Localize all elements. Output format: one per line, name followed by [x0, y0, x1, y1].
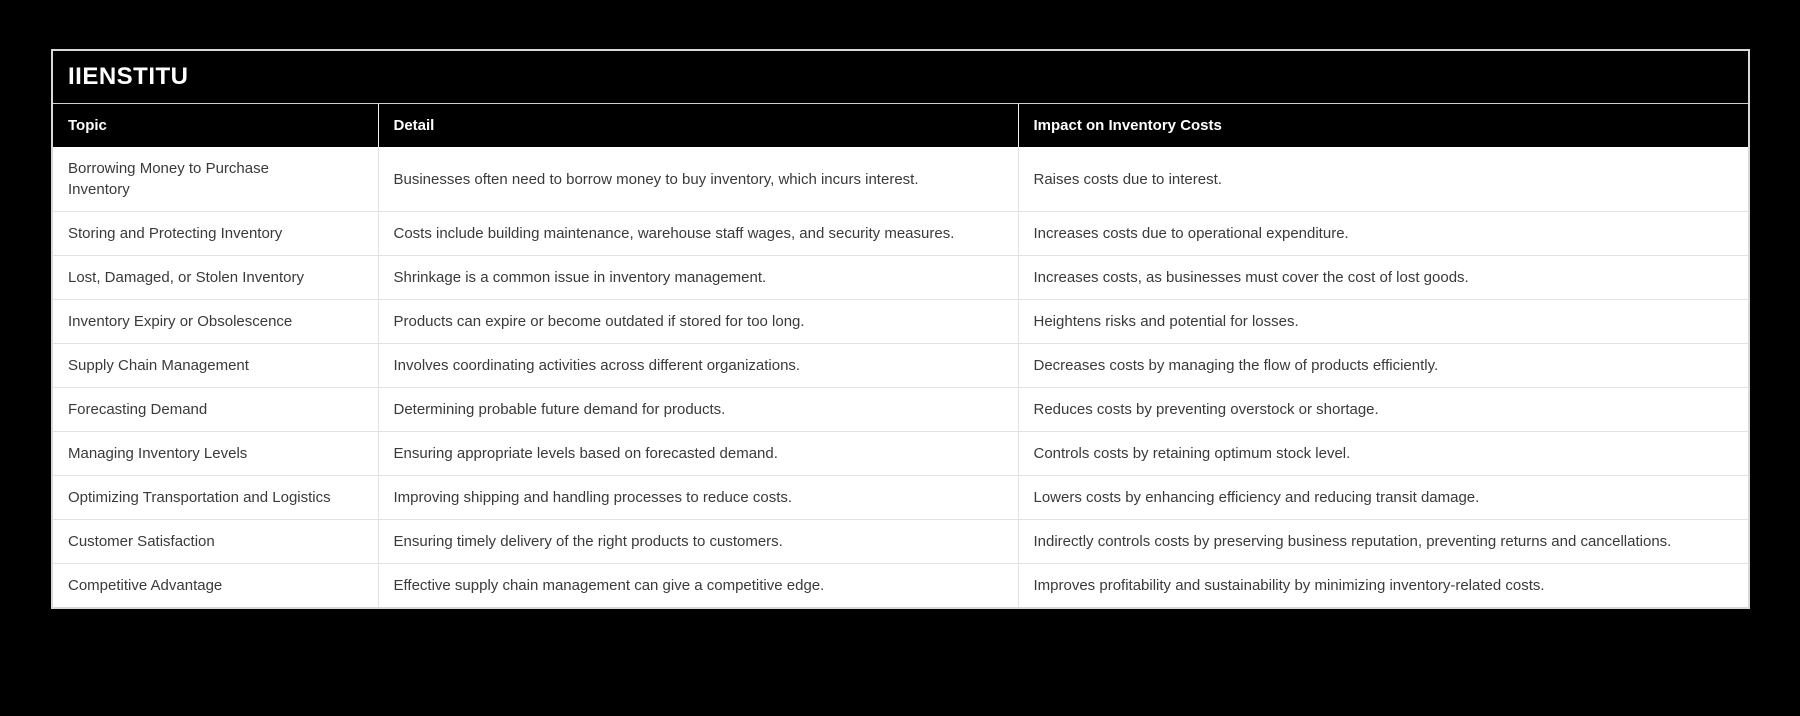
- cell-detail: Shrinkage is a common issue in inventory…: [377, 255, 1018, 300]
- column-header-impact: Impact on Inventory Costs: [1017, 104, 1748, 147]
- table-row: Customer Satisfaction Ensuring timely de…: [53, 519, 1748, 564]
- cell-detail: Costs include building maintenance, ware…: [377, 211, 1018, 256]
- table-row: Optimizing Transportation and Logistics …: [53, 475, 1748, 520]
- table-row: Supply Chain Management Involves coordin…: [53, 343, 1748, 388]
- cell-impact: Increases costs due to operational expen…: [1017, 211, 1748, 256]
- cell-impact: Lowers costs by enhancing efficiency and…: [1017, 475, 1748, 520]
- cell-topic: Supply Chain Management: [53, 343, 378, 388]
- table-row: Competitive Advantage Effective supply c…: [53, 563, 1748, 607]
- page-title: IIENSTITU: [68, 63, 189, 90]
- table-row: Storing and Protecting Inventory Costs i…: [53, 211, 1748, 256]
- table-body: Borrowing Money to Purchase Inventory Bu…: [53, 147, 1748, 607]
- table-row: Inventory Expiry or Obsolescence Product…: [53, 299, 1748, 344]
- cell-impact: Decreases costs by managing the flow of …: [1017, 343, 1748, 388]
- cell-topic: Storing and Protecting Inventory: [53, 211, 378, 256]
- table-card: IIENSTITU Topic Detail Impact on Invento…: [51, 49, 1750, 609]
- cell-impact: Reduces costs by preventing overstock or…: [1017, 387, 1748, 432]
- cell-topic: Competitive Advantage: [53, 563, 378, 607]
- table-row: Managing Inventory Levels Ensuring appro…: [53, 431, 1748, 476]
- cell-detail: Effective supply chain management can gi…: [377, 563, 1018, 607]
- inventory-costs-table: Topic Detail Impact on Inventory Costs B…: [53, 104, 1748, 607]
- title-bar: IIENSTITU: [53, 51, 1748, 104]
- cell-detail: Improving shipping and handling processe…: [377, 475, 1018, 520]
- table-header: Topic Detail Impact on Inventory Costs: [53, 104, 1748, 147]
- cell-detail: Products can expire or become outdated i…: [377, 299, 1018, 344]
- cell-detail: Ensuring appropriate levels based on for…: [377, 431, 1018, 476]
- table-row: Forecasting Demand Determining probable …: [53, 387, 1748, 432]
- table-row: Lost, Damaged, or Stolen Inventory Shrin…: [53, 255, 1748, 300]
- cell-topic: Borrowing Money to Purchase Inventory: [53, 147, 378, 212]
- cell-detail: Ensuring timely delivery of the right pr…: [377, 519, 1018, 564]
- column-header-detail: Detail: [377, 104, 1018, 147]
- cell-topic: Optimizing Transportation and Logistics: [53, 475, 378, 520]
- cell-topic: Managing Inventory Levels: [53, 431, 378, 476]
- cell-topic: Inventory Expiry or Obsolescence: [53, 299, 378, 344]
- table-row: Borrowing Money to Purchase Inventory Bu…: [53, 147, 1748, 212]
- cell-impact: Indirectly controls costs by preserving …: [1017, 519, 1748, 564]
- cell-detail: Involves coordinating activities across …: [377, 343, 1018, 388]
- cell-impact: Raises costs due to interest.: [1017, 147, 1748, 212]
- cell-detail: Businesses often need to borrow money to…: [377, 147, 1018, 212]
- cell-impact: Controls costs by retaining optimum stoc…: [1017, 431, 1748, 476]
- cell-impact: Improves profitability and sustainabilit…: [1017, 563, 1748, 607]
- column-header-topic: Topic: [53, 104, 378, 147]
- cell-impact: Increases costs, as businesses must cove…: [1017, 255, 1748, 300]
- cell-topic: Forecasting Demand: [53, 387, 378, 432]
- header-row: Topic Detail Impact on Inventory Costs: [53, 104, 1748, 147]
- cell-topic: Lost, Damaged, or Stolen Inventory: [53, 255, 378, 300]
- cell-topic: Customer Satisfaction: [53, 519, 378, 564]
- cell-detail: Determining probable future demand for p…: [377, 387, 1018, 432]
- cell-impact: Heightens risks and potential for losses…: [1017, 299, 1748, 344]
